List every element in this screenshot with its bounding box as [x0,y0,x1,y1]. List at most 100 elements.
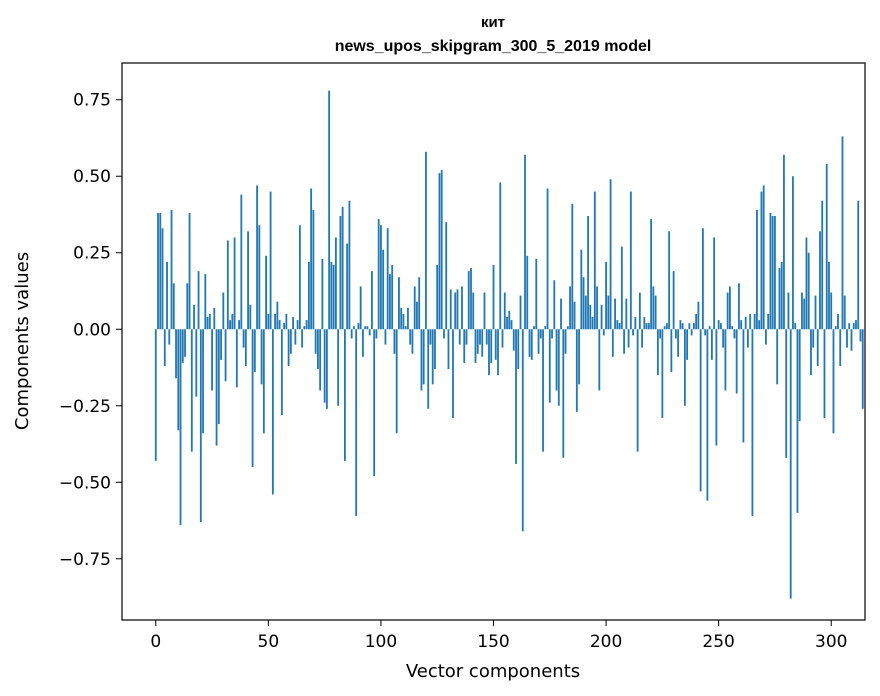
bar-0 [154,329,157,461]
x-tick-label: 0 [150,632,161,652]
bar-51 [269,191,272,330]
bar-291 [810,329,812,376]
bar-301 [832,329,835,434]
bar-267 [756,209,758,330]
bar-274 [771,216,774,330]
bar-293 [814,295,817,330]
bar-67 [305,320,308,330]
bar-218 [645,323,648,330]
bar-228 [668,231,671,330]
bar-213 [634,317,637,330]
bar-268 [758,320,761,330]
bar-175 [548,329,551,403]
bar-118 [420,329,423,391]
bar-206 [618,323,621,330]
bar-199 [602,329,605,336]
bar-99 [377,219,380,330]
bar-231 [674,329,677,339]
bar-70 [312,209,315,330]
bar-313 [859,329,862,342]
y-tick-label: 0.75 [73,91,111,111]
bar-128 [443,329,445,339]
bar-193 [589,304,592,330]
bar-119 [422,329,425,385]
bar-227 [665,323,668,330]
bar-168 [533,326,535,330]
bar-211 [629,191,632,330]
bar-22 [204,274,207,330]
bar-10 [177,329,180,431]
bar-62 [294,329,297,345]
bar-112 [407,307,409,330]
y-tick-label: 0.25 [73,244,111,264]
bar-161 [517,329,520,370]
y-tick-label: −0.75 [59,550,111,570]
bar-300 [830,292,833,330]
bar-106 [393,329,396,354]
bar-222 [654,295,657,330]
bar-263 [747,329,749,348]
bar-80 [334,237,337,330]
bar-162 [519,295,522,330]
bar-266 [753,313,756,330]
bar-209 [625,298,628,330]
bar-43 [251,329,254,467]
bar-25 [211,329,213,391]
bar-17 [193,304,195,330]
bar-36 [235,329,238,388]
bar-311 [855,320,857,330]
bar-256 [731,326,734,330]
bar-85 [346,243,349,330]
bar-14 [186,283,189,330]
bar-181 [562,329,565,458]
bar-12 [181,329,184,363]
bar-180 [560,298,562,330]
x-tick-label: 50 [258,632,280,652]
bar-30 [222,292,225,330]
bar-183 [566,326,569,330]
bar-83 [341,206,344,330]
bar-38 [240,194,243,330]
bar-95 [368,329,371,336]
bar-90 [357,323,360,330]
bar-86 [348,200,351,330]
bar-248 [713,237,716,330]
bar-151 [494,329,497,360]
bar-190 [582,277,585,330]
bar-152 [497,329,499,376]
bar-310 [852,323,855,330]
bar-177 [553,280,556,330]
bar-71 [314,329,317,354]
bar-145 [481,329,484,357]
bar-120 [425,151,427,330]
bar-269 [760,191,763,330]
bar-65 [301,329,304,348]
x-axis-ticks: 0 50 100 150 200 250 300 [150,620,847,652]
bar-1 [157,212,159,330]
bar-94 [366,326,369,330]
plot-area-frame [121,62,866,621]
bar-50 [267,313,270,330]
bar-233 [679,320,682,330]
y-axis-ticks: −0.75 −0.50 −0.25 0.00 0.25 0.50 0.75 [59,91,122,570]
bar-230 [672,271,675,330]
x-axis-label: Vector components [406,661,580,682]
bar-82 [339,216,342,330]
bar-277 [778,268,781,330]
bar-250 [717,320,720,330]
bar-306 [843,295,846,330]
bar-122 [429,329,432,345]
bar-144 [479,329,481,345]
bar-309 [850,329,853,351]
bar-4 [163,329,166,366]
bar-11 [179,329,182,526]
bar-195 [593,191,596,330]
bar-305 [841,136,844,330]
bar-255 [729,286,731,330]
bar-252 [722,329,725,348]
bar-163 [521,329,524,532]
bar-207 [620,246,623,330]
bar-290 [807,252,810,330]
bar-41 [247,231,249,330]
bar-272 [767,313,770,330]
